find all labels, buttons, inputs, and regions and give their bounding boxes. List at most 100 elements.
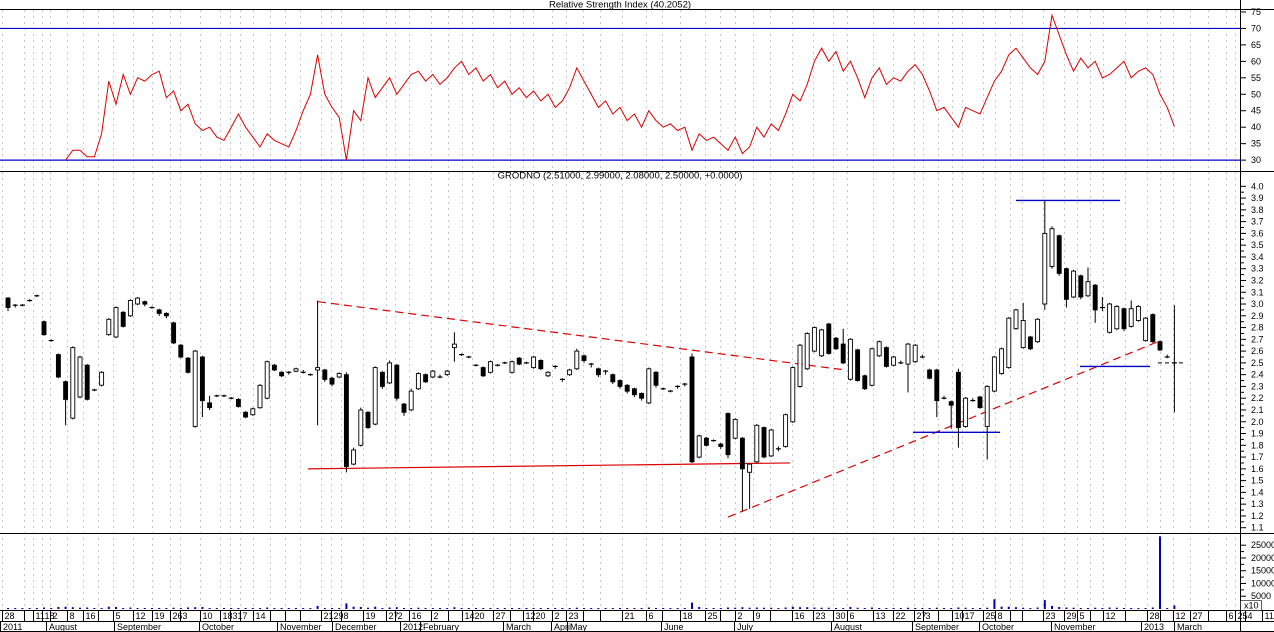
month-label: September <box>117 622 161 632</box>
volume-bar <box>741 607 744 609</box>
date-label: 28 <box>1150 611 1160 621</box>
month-label: September <box>915 622 959 632</box>
candle-up <box>487 361 493 373</box>
volume-bar <box>835 608 837 609</box>
candle-down <box>120 311 126 327</box>
volume-bar <box>381 608 384 609</box>
volume-bar <box>439 608 441 609</box>
volume-bar <box>655 608 657 609</box>
date-label: 8 <box>70 611 75 621</box>
candle-up <box>1107 303 1113 333</box>
volume-bar <box>575 607 578 609</box>
price-tick-label: 3.8 <box>1251 205 1264 215</box>
candle-up <box>336 373 342 378</box>
candle-up <box>797 344 803 387</box>
candle-up <box>106 318 112 336</box>
date-label: 8 <box>998 611 1003 621</box>
month-label: August <box>834 622 863 632</box>
candle-down <box>5 297 11 308</box>
candle-up <box>264 361 270 399</box>
candle-down <box>826 323 832 354</box>
volume-bar <box>460 608 463 609</box>
volume-bar <box>28 608 31 609</box>
date-label: 3 <box>183 611 188 621</box>
candle-down <box>480 367 486 377</box>
candle-down <box>948 401 954 406</box>
month-label: April <box>554 622 572 632</box>
volume-bar <box>403 608 405 609</box>
candle-up <box>869 348 875 386</box>
volume-bar <box>259 608 261 609</box>
candle-up <box>804 333 810 370</box>
candle-down <box>934 369 940 402</box>
volume-bar <box>705 608 708 609</box>
month-label: 2012 <box>403 622 423 632</box>
candle-down <box>653 371 659 386</box>
volume-bar <box>734 607 737 609</box>
candle-down <box>171 322 177 344</box>
price-tick-label: 1.7 <box>1251 452 1264 462</box>
candle-up <box>1042 232 1048 305</box>
month-label: October <box>202 622 234 632</box>
candle-up <box>1020 320 1026 349</box>
price-tick-label: 3.4 <box>1251 252 1264 262</box>
volume-bar <box>784 607 787 609</box>
candle-up <box>531 356 537 369</box>
volume-bar <box>691 602 693 609</box>
volume-bar <box>115 607 117 609</box>
price-tick-label: 1.3 <box>1251 499 1264 509</box>
volume-bar <box>928 608 931 609</box>
volume-bar <box>122 608 125 609</box>
volume-bar <box>79 607 81 609</box>
volume-bar <box>1065 607 1068 609</box>
price-title: GRODNO (2.51000, 2.99000, 2.08000, 2.500… <box>498 171 743 182</box>
price-tick-label: 2.6 <box>1251 346 1264 356</box>
volume-bar <box>323 608 326 609</box>
volume-bar <box>179 608 182 609</box>
volume-bar <box>1123 608 1125 609</box>
volume-bar <box>712 608 715 609</box>
volume-bar <box>583 608 585 609</box>
price-tick-label: 2.4 <box>1251 370 1264 380</box>
volume-bar <box>511 608 513 609</box>
candle-down <box>581 355 587 361</box>
volume-bar <box>561 608 564 609</box>
price-tick-label: 3.3 <box>1251 264 1264 274</box>
candle-up <box>1013 309 1019 330</box>
volume-bar <box>302 608 305 609</box>
volume-bar <box>1159 536 1161 609</box>
volume-bar <box>1115 607 1118 609</box>
volume-bar <box>899 608 902 609</box>
volume-bar <box>1015 607 1017 609</box>
candle-down <box>1063 268 1069 300</box>
volume-bar <box>633 608 636 609</box>
candle-down <box>235 398 241 407</box>
date-label: 29 <box>334 611 344 621</box>
candle-down <box>207 402 213 409</box>
candle-down <box>1027 336 1033 350</box>
volume-bar <box>475 608 477 609</box>
volume-bar <box>518 608 521 609</box>
volume-bar <box>971 608 974 609</box>
volume-bar <box>993 599 996 609</box>
volume-bar <box>129 607 132 609</box>
volume-bar <box>251 608 254 609</box>
volume-bar <box>230 608 233 609</box>
volume-bar <box>849 607 852 609</box>
volume-bar <box>172 607 175 609</box>
volume-bar <box>683 608 686 609</box>
volume-bar <box>21 608 24 609</box>
volume-bar <box>842 608 845 609</box>
candle-down <box>1056 235 1062 274</box>
volume-bar <box>1101 608 1104 609</box>
date-label: 5 <box>1080 611 1085 621</box>
candle-up <box>1128 308 1134 327</box>
candle-down <box>718 443 724 447</box>
volume-tick-label: 15000 <box>1251 566 1274 576</box>
rsi-panel <box>0 13 1240 161</box>
date-label: 3 <box>926 611 931 621</box>
candle-down <box>617 380 623 387</box>
volume-bar <box>727 607 729 609</box>
date-label: 28 <box>5 611 15 621</box>
rsi-tick-label: 70 <box>1251 23 1261 33</box>
